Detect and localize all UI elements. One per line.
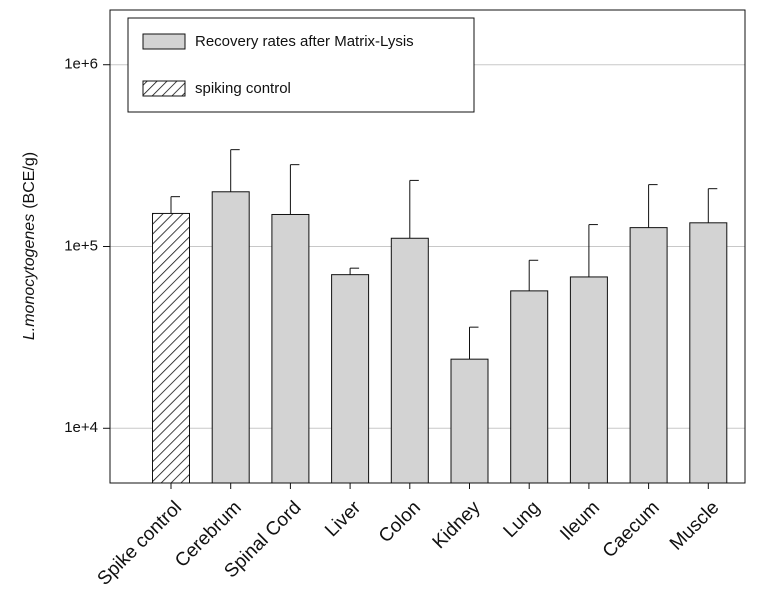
y-axis-label: L.monocytogenes (BCE/g): [21, 152, 38, 340]
legend-label: spiking control: [195, 80, 291, 97]
error-bar: [230, 149, 240, 192]
bar: [510, 290, 549, 484]
y-label-unit: (BCE/g): [21, 152, 38, 209]
x-tick-label: Spike control: [94, 497, 187, 590]
x-tick-label: Ileum: [556, 497, 604, 545]
legend-swatch: [142, 80, 186, 97]
x-tick-label: Kidney: [429, 497, 485, 553]
y-tick-label: 1e+6: [64, 56, 98, 73]
error-bar: [349, 267, 360, 275]
error-bar: [707, 188, 718, 223]
legend-swatch: [142, 33, 186, 50]
x-tick-label: Lung: [500, 497, 545, 542]
bar: [450, 358, 489, 484]
y-label-species: L.monocytogenes: [21, 214, 38, 340]
bar: [211, 191, 250, 484]
x-tick-label: Liver: [321, 497, 365, 541]
y-tick-label: 1e+4: [64, 419, 98, 436]
error-bar: [170, 196, 180, 214]
x-tick-label: Muscle: [666, 497, 723, 554]
bar: [689, 222, 728, 484]
bar: [629, 227, 668, 484]
bar: [271, 213, 310, 484]
error-bar: [289, 164, 300, 215]
y-tick-label: 1e+5: [64, 237, 98, 254]
bar: [152, 212, 190, 484]
plot-frame: [109, 9, 746, 484]
error-bar: [528, 259, 539, 291]
legend: Recovery rates after Matrix-Lysis spiking…: [127, 17, 475, 113]
x-tick-label: Colon: [375, 497, 425, 547]
bar: [390, 237, 429, 484]
legend-box: [127, 17, 475, 113]
error-bar: [588, 224, 598, 277]
error-bar: [469, 326, 479, 360]
bar: [331, 274, 370, 484]
legend-label: Recovery rates after Matrix-Lysis: [195, 33, 414, 50]
error-bar: [409, 179, 419, 239]
bar: [569, 276, 608, 484]
error-bar: [648, 184, 658, 228]
x-tick-label: Caecum: [599, 497, 664, 562]
